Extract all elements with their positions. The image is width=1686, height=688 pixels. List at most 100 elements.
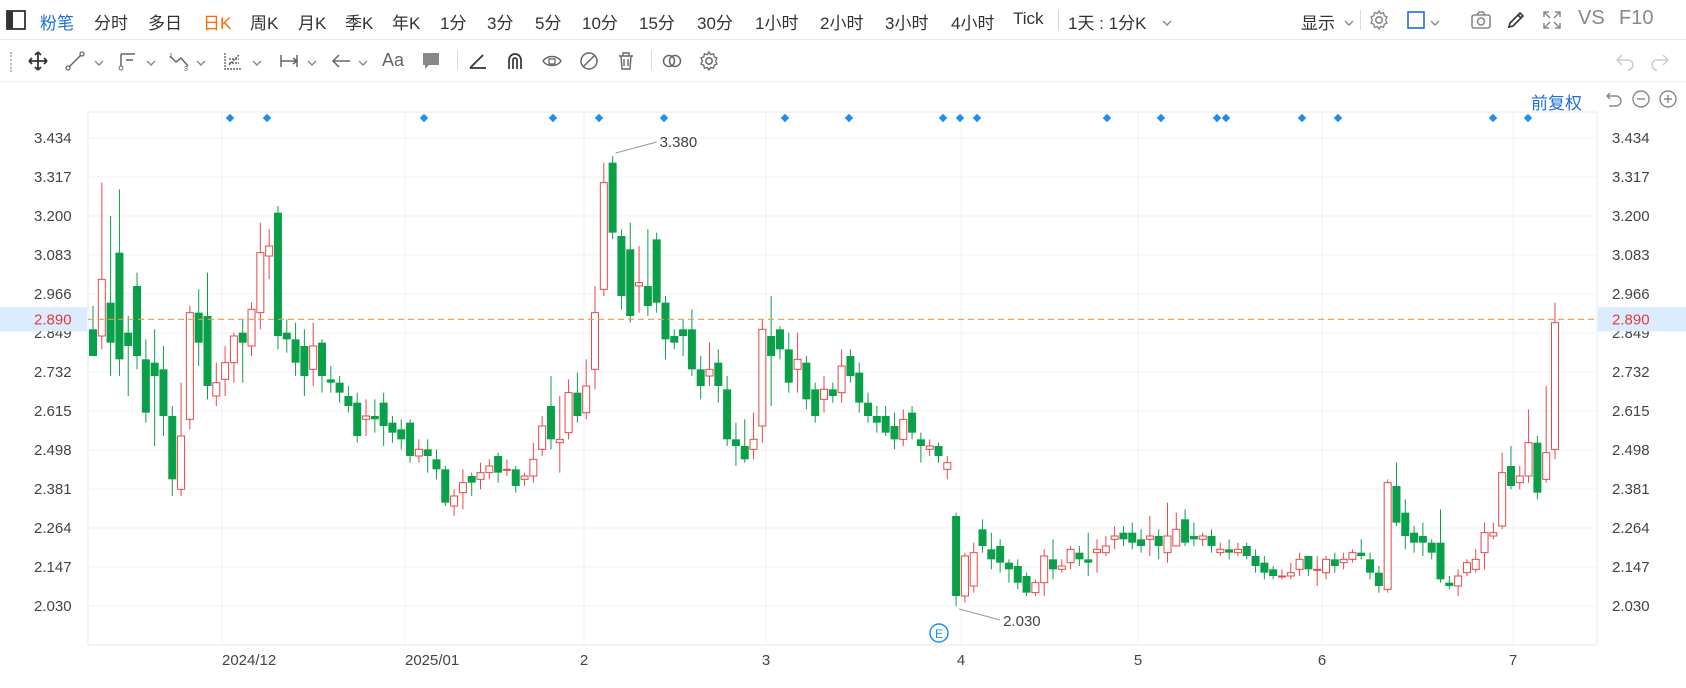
- display-menu[interactable]: 显示: [1301, 14, 1335, 33]
- chevron-down-icon[interactable]: [252, 55, 262, 66]
- candle: [934, 442, 943, 463]
- settings-gear-icon[interactable]: [1368, 9, 1390, 31]
- f10-button[interactable]: F10: [1619, 7, 1654, 29]
- candles: [89, 156, 1559, 606]
- chevron-down-icon[interactable]: [358, 55, 368, 66]
- candle-body: [529, 458, 538, 477]
- line-tool-icon[interactable]: [64, 50, 86, 72]
- chevron-down-icon[interactable]: [94, 55, 104, 66]
- channel-tool-icon[interactable]: [117, 50, 139, 72]
- candle: [635, 246, 644, 313]
- candle-body: [820, 388, 828, 400]
- pencil-icon[interactable]: [1505, 9, 1527, 31]
- period-tab[interactable]: 10分: [582, 14, 618, 33]
- layout-square-icon[interactable]: [1405, 9, 1427, 31]
- candle-body: [282, 332, 291, 340]
- event-diamond-marker: [1333, 113, 1343, 123]
- period-tab[interactable]: 多日: [148, 14, 182, 33]
- period-toolbar: 粉笔 分时 多日 日K 周K 月K 季K 年K 1分 3分 5分 10分 15分 30分 1小时 2小时 3小…: [0, 0, 1686, 40]
- text-tool-icon[interactable]: Aa: [382, 50, 405, 70]
- candle-body: [758, 328, 767, 427]
- period-tab[interactable]: 月K: [298, 14, 327, 33]
- period-tab[interactable]: 年K: [392, 14, 421, 33]
- hide-icon[interactable]: [578, 50, 600, 72]
- sidebar-toggle-icon[interactable]: [5, 9, 27, 31]
- link-icon[interactable]: [661, 50, 683, 72]
- vs-compare-button[interactable]: VS: [1578, 7, 1605, 29]
- candle-body: [608, 162, 617, 233]
- period-tab[interactable]: 1小时: [755, 14, 799, 33]
- price-adjust-select[interactable]: 前复权: [1531, 94, 1582, 113]
- current-price-label-right: 2.890: [1612, 311, 1650, 328]
- eye-lock-icon[interactable]: [541, 50, 563, 72]
- move-icon[interactable]: [27, 50, 49, 72]
- period-tab[interactable]: 3分: [487, 14, 514, 33]
- magnet-icon[interactable]: [504, 50, 526, 72]
- fib-tool-icon[interactable]: [222, 50, 244, 72]
- arrow-tool-icon[interactable]: [330, 50, 352, 72]
- period-tab[interactable]: 4小时: [951, 14, 995, 33]
- period-tab[interactable]: 日K: [203, 14, 232, 33]
- period-tab[interactable]: Tick: [1013, 9, 1044, 28]
- period-tab[interactable]: 30分: [697, 14, 733, 33]
- candle-body: [476, 472, 485, 480]
- chevron-down-icon[interactable]: [1430, 15, 1440, 26]
- candle-body: [379, 402, 388, 426]
- separator: [457, 50, 458, 70]
- brand-stock-name[interactable]: 粉笔: [40, 14, 74, 33]
- measure-tool-icon[interactable]: [278, 50, 300, 72]
- candle: [1304, 556, 1313, 576]
- chevron-down-icon[interactable]: [1162, 15, 1172, 26]
- trash-icon[interactable]: [615, 50, 637, 72]
- y-tick-label-right: 2.264: [1612, 520, 1650, 537]
- candle: [555, 396, 564, 473]
- candle-body: [1233, 548, 1242, 554]
- period-tab[interactable]: 1分: [440, 14, 467, 33]
- settings-icon[interactable]: [698, 50, 720, 72]
- drag-handle[interactable]: [10, 52, 15, 72]
- candle-body: [696, 369, 705, 386]
- angle-icon[interactable]: [467, 50, 489, 72]
- candle-body: [1357, 552, 1366, 556]
- period-tab[interactable]: 5分: [535, 14, 562, 33]
- plot-frame: [87, 111, 1598, 646]
- camera-icon[interactable]: [1470, 9, 1492, 31]
- candle-body: [731, 439, 740, 446]
- chevron-down-icon[interactable]: [196, 55, 206, 66]
- comment-tool-icon[interactable]: [420, 50, 442, 72]
- y-tick-label-right: 2.615: [1612, 403, 1650, 420]
- reset-chart-icon[interactable]: [1604, 89, 1624, 109]
- period-tab[interactable]: 2小时: [820, 14, 864, 33]
- candle-body: [1515, 475, 1524, 484]
- zoom-in-icon[interactable]: [1658, 89, 1678, 109]
- undo-icon[interactable]: [1614, 50, 1636, 72]
- candle: [362, 399, 371, 436]
- period-tab[interactable]: 3小时: [885, 14, 929, 33]
- chevron-down-icon[interactable]: [1344, 15, 1354, 26]
- candle-body: [1022, 576, 1031, 593]
- candle-body: [388, 422, 397, 433]
- chevron-down-icon[interactable]: [307, 55, 317, 66]
- candle: [1533, 436, 1542, 500]
- event-e-marker[interactable]: E: [929, 623, 949, 643]
- candle-body: [485, 465, 494, 474]
- period-tab[interactable]: 季K: [345, 14, 374, 33]
- period-tab[interactable]: 周K: [250, 14, 279, 33]
- redo-icon[interactable]: [1649, 50, 1671, 72]
- chevron-down-icon[interactable]: [146, 55, 156, 66]
- zoom-out-icon[interactable]: [1631, 89, 1651, 109]
- candle-body: [317, 342, 326, 376]
- candle: [899, 409, 908, 446]
- period-tab[interactable]: 15分: [639, 14, 675, 33]
- candle: [97, 182, 106, 350]
- fullscreen-icon[interactable]: [1541, 9, 1563, 31]
- candle: [1489, 522, 1498, 540]
- candlestick-chart[interactable]: 3.434 3.434 3.317 3.317 3.200 3.200 3.083 3.083…: [0, 82, 1686, 688]
- period-tab[interactable]: 分时: [94, 14, 128, 33]
- candle-body: [1471, 558, 1480, 570]
- candle: [326, 366, 335, 393]
- compare-period-select[interactable]: 1天 : 1分K: [1068, 14, 1147, 33]
- candle: [1233, 542, 1242, 556]
- candle-body: [802, 362, 811, 400]
